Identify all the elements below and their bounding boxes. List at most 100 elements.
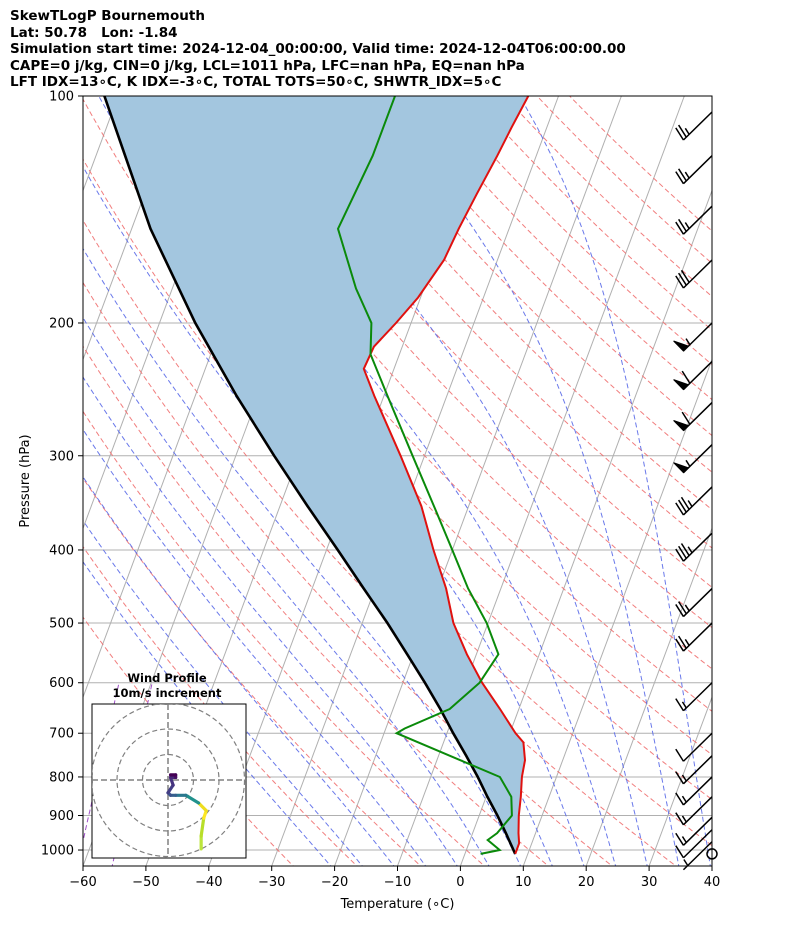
wind-barb: [673, 444, 713, 474]
wind-barb: [675, 111, 713, 141]
wind-barb-half-feather: [681, 774, 687, 782]
wind-barb-staff: [682, 532, 713, 562]
x-tick-label: −10: [384, 875, 411, 890]
moist-adiabat: [83, 519, 363, 866]
y-axis-label: Pressure (hPa): [18, 434, 33, 527]
moist-adiabat: [166, 96, 617, 866]
wind-barb-feather: [678, 124, 687, 138]
wind-barb-staff: [682, 732, 713, 762]
wind-barb-half-feather: [681, 815, 687, 823]
wind-barb-staff: [682, 486, 713, 516]
y-tick-label: 500: [49, 617, 74, 632]
moist-adiabat: [519, 96, 711, 866]
moist-adiabat: [83, 428, 427, 866]
wind-barb-staff: [682, 205, 713, 235]
isotherm-line: [648, 695, 712, 866]
isotherm-line: [711, 864, 712, 866]
dewpoint-profile-line: [336, 96, 513, 855]
wind-barb-feather: [675, 171, 685, 185]
wind-barb-feather: [675, 832, 685, 846]
temperature-profile-line: [362, 96, 530, 855]
cape-cin-shading: [104, 96, 529, 854]
isotherm-line: [83, 96, 182, 361]
x-tick-label: −60: [69, 875, 96, 890]
hodograph-segment: [197, 801, 208, 813]
wind-barb: [675, 155, 713, 185]
wind-barb-flag: [673, 420, 690, 432]
dry-adiabat: [83, 545, 358, 866]
wind-barb: [675, 205, 713, 235]
wind-barb-feather: [680, 269, 690, 283]
wind-barb: [675, 532, 713, 562]
dry-adiabat: [373, 96, 712, 437]
moist-adiabat: [83, 316, 490, 866]
x-tick-label: 40: [704, 875, 721, 890]
wind-barb: [673, 361, 713, 391]
dry-adiabat: [83, 345, 550, 866]
x-tick-label: −20: [321, 875, 348, 890]
wind-barb: [675, 588, 713, 618]
wind-barb-feather: [678, 545, 687, 559]
wind-barb-half-feather: [681, 836, 687, 843]
wind-barb-feather: [675, 604, 685, 617]
wind-barb: [673, 322, 713, 352]
x-tick-label: −50: [132, 875, 159, 890]
inset-clip: [92, 704, 246, 858]
wind-barb-feather: [681, 411, 691, 425]
moist-adiabat: [83, 376, 458, 866]
wind-barb-half-feather: [685, 459, 691, 467]
wind-barb-feather: [675, 638, 685, 652]
inset-subtitle: 10m/s increment: [113, 686, 222, 700]
wind-barb-half-feather: [684, 604, 690, 612]
wind-barb-feather: [678, 635, 687, 649]
title-line-indices: LFT IDX=13∘C, K IDX=-3∘C, TOTAL TOTS=50∘…: [10, 74, 502, 91]
wind-barb-half-feather: [683, 859, 689, 866]
wind-barb-half-feather: [684, 638, 690, 646]
y-tick-label: 800: [49, 770, 74, 785]
title-line-cape: CAPE=0 j/kg, CIN=0 j/kg, LCL=1011 hPa, L…: [10, 57, 525, 74]
x-tick-label: 20: [578, 875, 595, 890]
y-tick-label: 300: [49, 449, 74, 464]
wind-barb: [675, 816, 713, 846]
x-tick-label: 0: [456, 875, 464, 890]
wind-barb: [675, 732, 713, 762]
dry-adiabat: [243, 96, 712, 588]
wind-barb: [673, 402, 713, 432]
x-tick-label: −30: [258, 875, 285, 890]
x-axis-label: Temperature (∘C): [340, 897, 455, 912]
title-line-times: Simulation start time: 2024-12-04_00:00:…: [10, 41, 626, 58]
title-line-station: SkewTLogP Bournemouth: [10, 8, 205, 24]
wind-barb-half-feather: [681, 701, 687, 709]
wind-barb: [675, 682, 713, 712]
dry-adiabat: [536, 96, 712, 265]
wind-barb-half-feather: [687, 546, 693, 554]
wind-barb-feather: [678, 168, 687, 182]
wind-barb-staff: [682, 829, 713, 859]
wind-barb-feather: [675, 845, 685, 859]
moist-adiabat: [83, 475, 395, 866]
hodograph-ring: [92, 704, 246, 858]
isotherm-line: [334, 96, 622, 866]
isotherm-line: [585, 526, 712, 866]
axes: −60 −50 −40 −30 −20 −10 0 10 20 30 40 1000 900 800 700…: [18, 90, 720, 913]
wind-barb: [675, 486, 713, 516]
y-tick-label: 900: [49, 809, 74, 824]
wind-barb-feather: [675, 771, 685, 785]
wind-barb-feather: [681, 370, 691, 384]
wind-barb-feather: [678, 272, 687, 286]
wind-barb: [682, 841, 713, 871]
wind-barb-staff: [682, 682, 713, 712]
dry-adiabat: [568, 96, 712, 232]
wind-barb-half-feather: [684, 127, 690, 135]
y-tick-label: 600: [49, 676, 74, 691]
dry-adiabat: [503, 96, 712, 298]
wind-barb-half-feather: [684, 222, 690, 229]
y-tick-label: 700: [49, 727, 74, 742]
moist-adiabat: [376, 96, 680, 866]
y-tick-label: 400: [49, 543, 74, 558]
y-tick-label: 1000: [41, 844, 74, 859]
sounding-profiles: [103, 96, 530, 855]
isotherm-line: [775, 96, 794, 866]
wind-barb-feather: [675, 548, 685, 562]
wind-barb-flag: [673, 379, 690, 391]
